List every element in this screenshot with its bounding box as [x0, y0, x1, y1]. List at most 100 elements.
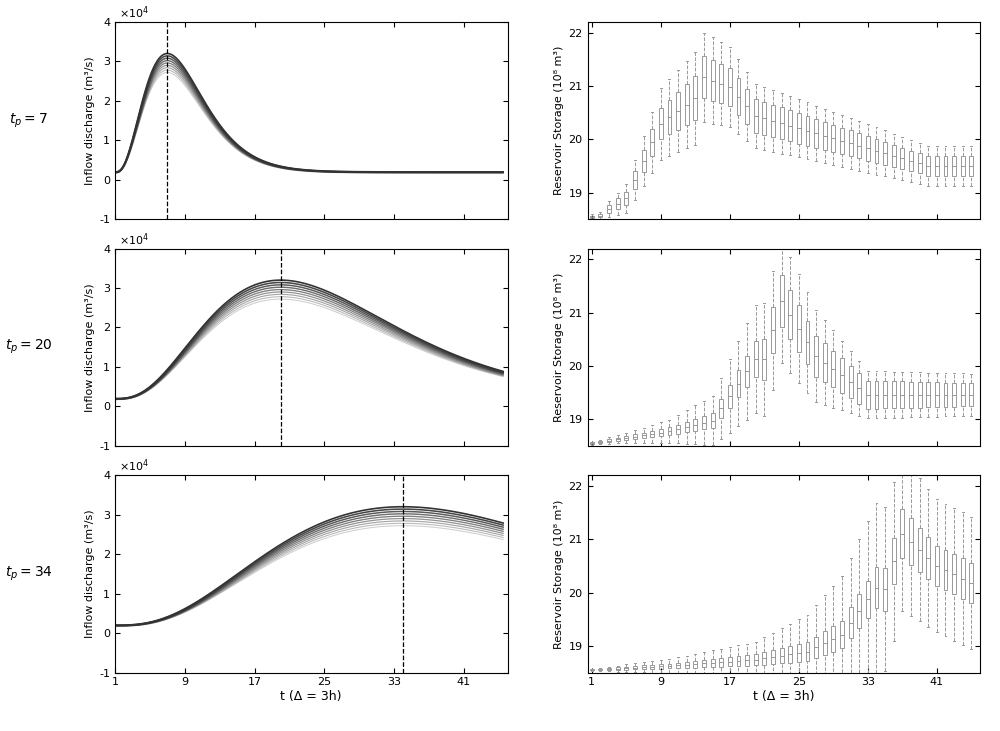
Bar — [969, 563, 973, 603]
Bar — [840, 621, 844, 648]
Bar — [762, 102, 766, 135]
Bar — [745, 655, 749, 666]
Bar — [866, 381, 870, 409]
Bar — [762, 339, 766, 380]
Bar — [788, 646, 792, 662]
Bar — [926, 156, 930, 175]
Bar — [745, 356, 749, 387]
Bar — [745, 88, 749, 124]
Bar — [728, 385, 732, 407]
Bar — [875, 381, 878, 409]
Bar — [875, 567, 878, 608]
Bar — [685, 662, 689, 668]
Bar — [598, 669, 602, 670]
Bar — [909, 151, 913, 171]
Bar — [926, 382, 930, 407]
Text: $t_p = 34$: $t_p = 34$ — [5, 564, 53, 583]
Y-axis label: Inflow discharge (m³/s): Inflow discharge (m³/s) — [85, 283, 95, 412]
Bar — [607, 439, 611, 442]
Bar — [883, 567, 887, 611]
Bar — [952, 554, 956, 594]
Bar — [702, 659, 706, 667]
Text: $t_p = 7$: $t_p = 7$ — [9, 111, 48, 130]
Bar — [857, 594, 861, 628]
Bar — [849, 130, 853, 156]
Bar — [806, 642, 809, 662]
Bar — [633, 666, 637, 670]
Bar — [952, 156, 956, 175]
Bar — [961, 156, 965, 175]
X-axis label: t (Δ = 3h): t (Δ = 3h) — [753, 690, 814, 703]
Bar — [926, 537, 930, 579]
Bar — [823, 122, 827, 150]
Bar — [754, 99, 758, 133]
Bar — [823, 344, 827, 382]
Bar — [883, 381, 887, 409]
Text: $\times 10^4$: $\times 10^4$ — [119, 458, 149, 474]
Bar — [624, 667, 628, 670]
Bar — [849, 607, 853, 638]
Bar — [806, 321, 809, 364]
Bar — [616, 438, 620, 441]
Bar — [857, 373, 861, 404]
Bar — [900, 510, 904, 558]
Bar — [771, 650, 775, 664]
Bar — [598, 214, 602, 217]
Bar — [780, 648, 784, 663]
Bar — [849, 366, 853, 398]
Bar — [797, 306, 801, 352]
Bar — [944, 382, 947, 407]
Bar — [676, 92, 680, 129]
Bar — [952, 383, 956, 406]
Bar — [935, 382, 939, 407]
Bar — [892, 382, 896, 408]
Y-axis label: Inflow discharge (m³/s): Inflow discharge (m³/s) — [85, 510, 95, 638]
Bar — [780, 107, 784, 140]
Bar — [831, 351, 835, 387]
Bar — [668, 100, 671, 135]
Bar — [642, 433, 646, 438]
Bar — [598, 441, 602, 443]
Bar — [788, 290, 792, 339]
Bar — [719, 64, 723, 103]
Bar — [693, 661, 697, 667]
Bar — [969, 156, 973, 175]
X-axis label: t (Δ = 3h): t (Δ = 3h) — [280, 690, 342, 703]
Bar — [814, 336, 818, 377]
Bar — [788, 110, 792, 141]
Bar — [590, 216, 594, 218]
Bar — [659, 664, 663, 669]
Y-axis label: Reservoir Storage (10⁸ m³): Reservoir Storage (10⁸ m³) — [554, 46, 564, 195]
Bar — [918, 528, 922, 572]
Bar — [900, 382, 904, 408]
Bar — [944, 156, 947, 175]
Bar — [814, 637, 818, 658]
Bar — [857, 133, 861, 159]
Bar — [918, 154, 922, 173]
Bar — [607, 205, 611, 213]
Bar — [875, 139, 878, 163]
Y-axis label: Reservoir Storage (10⁸ m³): Reservoir Storage (10⁸ m³) — [554, 273, 564, 422]
Bar — [702, 416, 706, 429]
Bar — [780, 275, 784, 327]
Bar — [642, 150, 646, 173]
Text: $t_p = 20$: $t_p = 20$ — [5, 338, 52, 357]
Bar — [935, 545, 939, 586]
Bar — [685, 422, 689, 432]
Bar — [866, 136, 870, 161]
Bar — [624, 192, 628, 205]
Bar — [693, 419, 697, 431]
Bar — [616, 667, 620, 670]
Bar — [711, 659, 715, 667]
Bar — [624, 436, 628, 440]
Bar — [909, 382, 913, 408]
Bar — [650, 431, 654, 437]
Bar — [900, 148, 904, 169]
Bar — [737, 370, 740, 398]
Bar — [866, 580, 870, 618]
Bar — [754, 654, 758, 665]
Y-axis label: Inflow discharge (m³/s): Inflow discharge (m³/s) — [85, 56, 95, 185]
Bar — [814, 119, 818, 148]
Bar — [771, 307, 775, 353]
Bar — [650, 129, 654, 156]
